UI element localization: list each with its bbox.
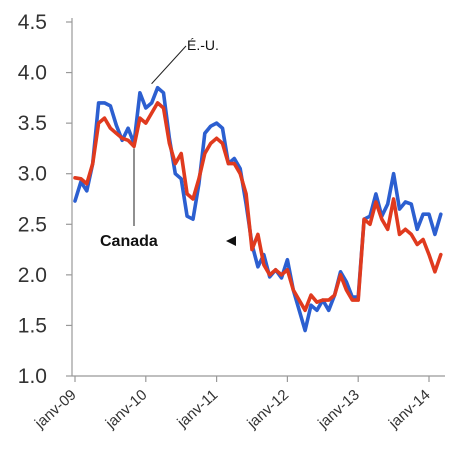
x-tick-label: janv-09: [31, 386, 80, 432]
x-tick-label: janv-12: [243, 386, 292, 432]
x-tick-label: janv-10: [102, 386, 151, 432]
arrow-marker: [226, 236, 236, 246]
y-tick-label: 3.0: [18, 163, 47, 186]
y-tick-label: 3.5: [18, 112, 47, 135]
y-ticks: 1.0 1.5 2.0 2.5 3.0 3.5 4.0 4.5: [18, 11, 72, 388]
axes: [71, 18, 445, 377]
y-tick-label: 1.5: [18, 314, 47, 337]
y-tick-label: 2.5: [18, 213, 47, 236]
series-layer: [73, 85, 443, 333]
x-tick-label: janv-13: [314, 386, 363, 432]
x-tick-label: janv-14: [385, 386, 434, 432]
y-tick-label: 4.5: [18, 11, 47, 34]
x-tick-label: janv-11: [173, 386, 221, 431]
y-tick-label: 4.0: [18, 62, 47, 85]
y-tick-label: 2.0: [18, 264, 47, 287]
us-annotation-label: É.-U.: [187, 37, 219, 53]
canada-series-line: [73, 101, 443, 313]
us-annotation-leader: [151, 45, 187, 85]
canada-annotation-label: Canada: [100, 233, 158, 250]
y-tick-label: 1.0: [18, 365, 47, 388]
us-series-line: [73, 85, 443, 333]
annotations: É.-U. Canada: [100, 37, 236, 250]
x-ticks: janv-09 janv-10 janv-11 janv-12 janv-13 janv-…: [31, 376, 434, 433]
